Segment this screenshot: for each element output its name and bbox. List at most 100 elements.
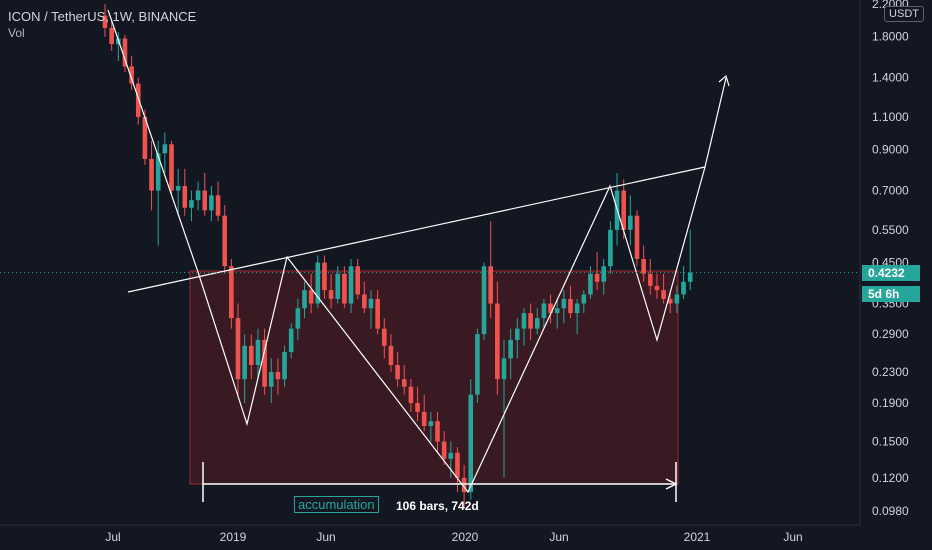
candle-body bbox=[534, 318, 540, 329]
candle-body bbox=[342, 273, 347, 304]
candle-body bbox=[255, 339, 261, 365]
projection-arrowhead bbox=[718, 74, 730, 87]
candle-body bbox=[362, 294, 367, 309]
candle-body bbox=[262, 339, 267, 387]
candle-body bbox=[554, 308, 560, 314]
candle-body bbox=[408, 386, 414, 404]
candle-body bbox=[588, 273, 593, 295]
candle-body bbox=[501, 358, 507, 380]
price-tick-label: 0.5500 bbox=[872, 223, 909, 237]
candle-body bbox=[135, 83, 141, 117]
candle-body bbox=[468, 394, 474, 493]
candle-body bbox=[634, 215, 640, 259]
candle-body bbox=[129, 66, 134, 84]
price-tick-label: 0.2900 bbox=[872, 327, 909, 341]
time-tick-label: Jun bbox=[549, 530, 568, 544]
candle-body bbox=[621, 190, 626, 230]
candle-body bbox=[355, 266, 360, 295]
candle-body bbox=[315, 262, 321, 304]
time-axis[interactable]: Jul 2019 Jun 2020 Jun 2021 Jun bbox=[105, 530, 802, 544]
candle-body bbox=[648, 273, 653, 286]
chart-header: ICON / TetherUS, 1W, BINANCE Vol bbox=[8, 8, 196, 42]
price-tick-label: 1.4000 bbox=[872, 71, 909, 85]
price-tick-label: 0.9000 bbox=[872, 143, 909, 157]
candle-body bbox=[561, 298, 567, 309]
candle-body bbox=[242, 345, 247, 380]
time-tick-label: 2021 bbox=[684, 530, 711, 544]
candle-body bbox=[328, 290, 334, 299]
candle-body bbox=[495, 303, 500, 380]
price-tick-label: 0.0980 bbox=[872, 504, 909, 518]
candle-body bbox=[667, 298, 673, 304]
date-range-arrowhead bbox=[665, 478, 678, 490]
candle-body bbox=[182, 185, 188, 208]
candle-body bbox=[428, 421, 434, 427]
candle-body bbox=[674, 294, 680, 304]
symbol-title[interactable]: ICON / TetherUS, 1W, BINANCE bbox=[8, 9, 197, 24]
candle-body bbox=[594, 273, 600, 282]
candle-body bbox=[568, 298, 573, 314]
pattern-zigzag-line[interactable] bbox=[107, 9, 727, 494]
candle-body bbox=[541, 303, 547, 319]
candle-body bbox=[295, 308, 301, 329]
candle-body bbox=[681, 281, 686, 295]
candle-body bbox=[149, 158, 154, 191]
candle-body bbox=[335, 273, 341, 299]
candle-body bbox=[608, 229, 613, 267]
last-price-tag: 0.4232 bbox=[862, 265, 920, 281]
candle-body bbox=[195, 190, 201, 201]
candle-body bbox=[162, 144, 168, 154]
range-info-label: 106 bars, 742d bbox=[396, 499, 479, 513]
price-tick-label: 0.7000 bbox=[872, 184, 909, 198]
candle-body bbox=[654, 285, 660, 291]
candle-body bbox=[548, 303, 553, 314]
candle-body bbox=[169, 144, 174, 191]
price-tick-label: 0.2300 bbox=[872, 365, 909, 379]
candle-body bbox=[448, 452, 454, 459]
candle-body bbox=[215, 195, 221, 216]
candle-body bbox=[687, 272, 693, 282]
candle-body bbox=[455, 452, 460, 478]
candle-body bbox=[322, 262, 327, 291]
candle-body bbox=[481, 266, 487, 335]
candle-body bbox=[388, 345, 394, 365]
candle-body bbox=[528, 313, 533, 329]
candle-body bbox=[641, 258, 646, 274]
candle-body bbox=[122, 38, 128, 67]
candle-body bbox=[348, 266, 354, 304]
candle-body bbox=[288, 328, 294, 352]
candle-body bbox=[102, 15, 108, 28]
candle-body bbox=[475, 334, 480, 395]
candle-body bbox=[368, 298, 374, 309]
candle-body bbox=[401, 379, 407, 387]
candle-body bbox=[574, 303, 580, 314]
candle-body bbox=[202, 190, 208, 211]
candle-body bbox=[661, 290, 666, 299]
candle-body bbox=[229, 266, 234, 319]
volume-indicator-label[interactable]: Vol bbox=[8, 26, 25, 40]
candle-body bbox=[375, 298, 380, 329]
candle-body bbox=[415, 403, 420, 412]
currency-button[interactable]: USDT bbox=[884, 6, 924, 22]
candle-body bbox=[421, 411, 427, 427]
time-tick-label: 2019 bbox=[220, 530, 247, 544]
price-tick-label: 0.1200 bbox=[872, 471, 909, 485]
candle-body bbox=[155, 153, 161, 191]
candle-body bbox=[175, 185, 181, 191]
price-tick-label: 0.1900 bbox=[872, 396, 909, 410]
candle-body bbox=[521, 313, 527, 329]
time-tick-label: Jun bbox=[783, 530, 802, 544]
candles-layer bbox=[102, 4, 693, 508]
time-tick-label: Jul bbox=[105, 530, 120, 544]
price-tick-label: 1.8000 bbox=[872, 30, 909, 44]
accumulation-label[interactable]: accumulation bbox=[294, 496, 379, 513]
candle-body bbox=[109, 27, 114, 45]
candle-body bbox=[268, 371, 274, 387]
candle-body bbox=[235, 318, 241, 380]
price-tick-label: 0.1500 bbox=[872, 435, 909, 449]
candle-body bbox=[222, 215, 227, 267]
